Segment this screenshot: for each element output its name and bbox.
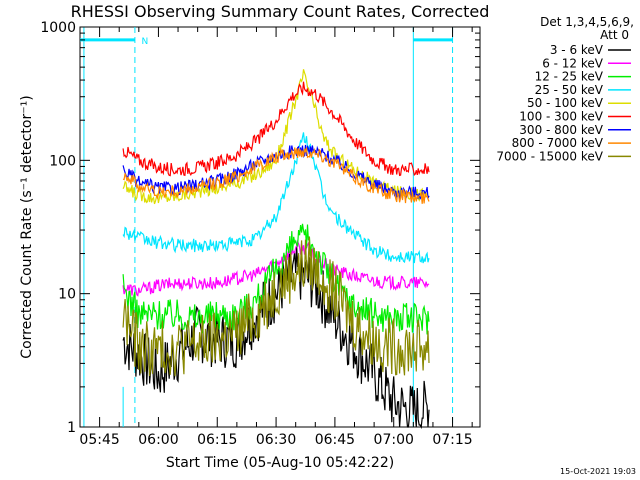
x-tick-label: 06:30 <box>256 432 296 448</box>
y-axis: 1 10 100 1000 <box>40 20 480 436</box>
series-line-0 <box>122 246 430 430</box>
legend-header-line-1: Det 1,3,4,5,6,9, <box>540 15 634 29</box>
series-line-8 <box>122 236 430 377</box>
legend-label-4: 50 - 100 keV <box>527 96 604 110</box>
legend-label-2: 12 - 25 keV <box>535 70 604 84</box>
x-tick-label: 07:15 <box>432 432 472 448</box>
y-tick-label: 1000 <box>40 20 76 36</box>
legend-label-8: 7000 - 15000 keV <box>496 149 603 163</box>
flag-label-n: N <box>142 37 149 47</box>
chart-title: RHESSI Observing Summary Count Rates, Co… <box>71 2 490 21</box>
series-line-7 <box>122 147 430 204</box>
x-axis: 05:45 06:00 06:15 06:30 06:45 07:00 07:15 <box>79 27 473 448</box>
x-tick-label: 06:45 <box>315 432 355 448</box>
series-line-5 <box>122 81 430 177</box>
legend-label-3: 25 - 50 keV <box>535 83 604 97</box>
y-tick-label: 1 <box>67 420 76 436</box>
y-tick-label: 100 <box>49 153 76 169</box>
legend-label-6: 300 - 800 keV <box>519 123 603 137</box>
legend-header-line-2: Att 0 <box>600 28 629 42</box>
series-layer <box>122 69 430 430</box>
y-tick-label: 10 <box>58 287 76 303</box>
legend-label-1: 6 - 12 keV <box>542 56 604 70</box>
x-tick-label: 07:00 <box>374 432 414 448</box>
x-axis-label: Start Time (05-Aug-10 05:42:22) <box>166 455 394 471</box>
series-line-2 <box>122 223 430 335</box>
y-axis-label: Corrected Count Rate (s⁻¹ detector⁻¹) <box>19 95 35 358</box>
plot-frame <box>79 26 481 428</box>
series-line-3 <box>122 132 430 264</box>
flags-layer: N <box>80 27 454 427</box>
x-tick-label: 05:45 <box>79 432 119 448</box>
legend-label-5: 100 - 300 keV <box>519 110 603 124</box>
footer-date: 15-Oct-2021 19:03 <box>560 467 636 476</box>
x-tick-label: 06:15 <box>197 432 237 448</box>
legend-label-7: 800 - 7000 keV <box>512 136 604 150</box>
x-tick-label: 06:00 <box>138 432 178 448</box>
legend-label-0: 3 - 6 keV <box>550 43 604 57</box>
